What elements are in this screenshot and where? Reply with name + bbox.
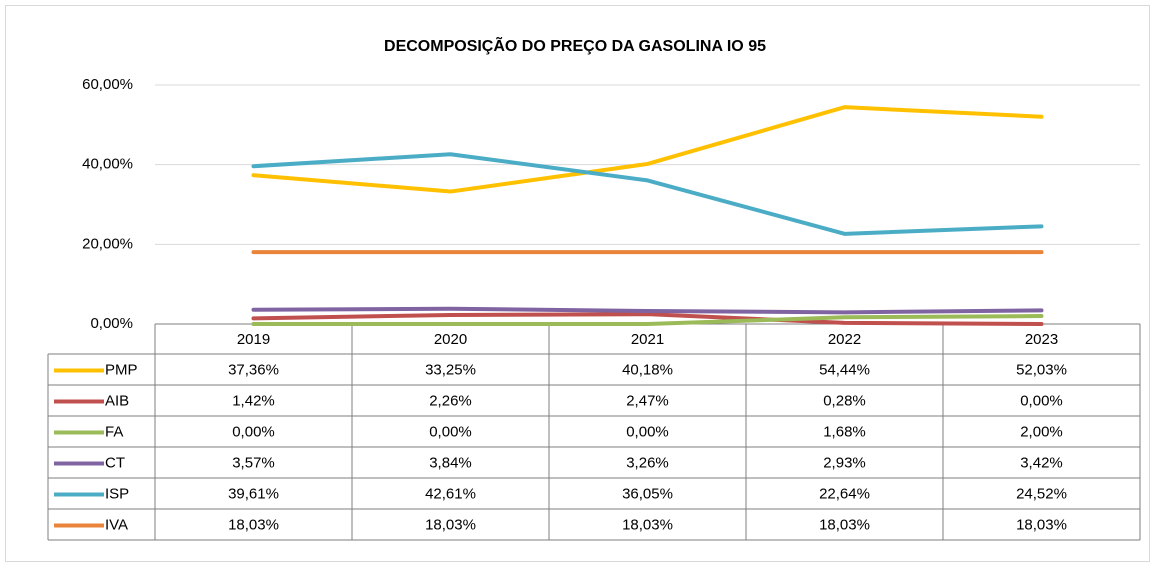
x-tick-label: 2021 [631,331,664,348]
series-line [251,314,1044,326]
table-cell: 1,68% [823,423,866,440]
x-tick-label: 2022 [828,331,861,348]
legend-label: AIB [105,392,129,409]
table-cell: 0,00% [429,423,472,440]
chart-frame [5,5,1150,562]
table-cell: 18,03% [819,516,870,533]
table-cell: 3,84% [429,454,472,471]
table-cell: 52,03% [1016,361,1067,378]
table-cell: 1,42% [232,392,275,409]
table-cell: 18,03% [228,516,279,533]
table-cell: 22,64% [819,485,870,502]
x-tick-label: 2023 [1025,331,1058,348]
y-tick-label: 0,00% [90,315,133,332]
table-cell: 2,93% [823,454,866,471]
y-tick-label: 40,00% [82,156,133,173]
table-cell: 3,26% [626,454,669,471]
table-cell: 0,28% [823,392,866,409]
table-cell: 2,47% [626,392,669,409]
series-line [251,312,1044,326]
legend-label: ISP [105,485,129,502]
legend-label: PMP [105,361,138,378]
table-cell: 24,52% [1016,485,1067,502]
table-cell: 18,03% [622,516,673,533]
table-cell: 33,25% [425,361,476,378]
y-tick-label: 20,00% [82,235,133,252]
table-cell: 54,44% [819,361,870,378]
series-line [251,306,1044,315]
table-cell: 18,03% [425,516,476,533]
table-cell: 37,36% [228,361,279,378]
legend-label: FA [105,423,123,440]
table-cell: 2,26% [429,392,472,409]
legend-label: IVA [105,516,128,533]
table-cell: 42,61% [425,485,476,502]
table-cell: 2,00% [1020,423,1063,440]
x-tick-label: 2019 [237,331,270,348]
table-cell: 3,42% [1020,454,1063,471]
series-line [251,152,1044,236]
y-tick-label: 60,00% [82,76,133,93]
table-cell: 0,00% [1020,392,1063,409]
table-cell: 0,00% [232,423,275,440]
table-cell: 0,00% [626,423,669,440]
table-cell: 18,03% [1016,516,1067,533]
table-cell: 40,18% [622,361,673,378]
legend-label: CT [105,454,125,471]
series-line [251,105,1044,194]
x-tick-label: 2020 [434,331,467,348]
chart-title: DECOMPOSIÇÃO DO PREÇO DA GASOLINA IO 95 [384,35,766,55]
table-cell: 39,61% [228,485,279,502]
table-cell: 36,05% [622,485,673,502]
table-cell: 3,57% [232,454,275,471]
